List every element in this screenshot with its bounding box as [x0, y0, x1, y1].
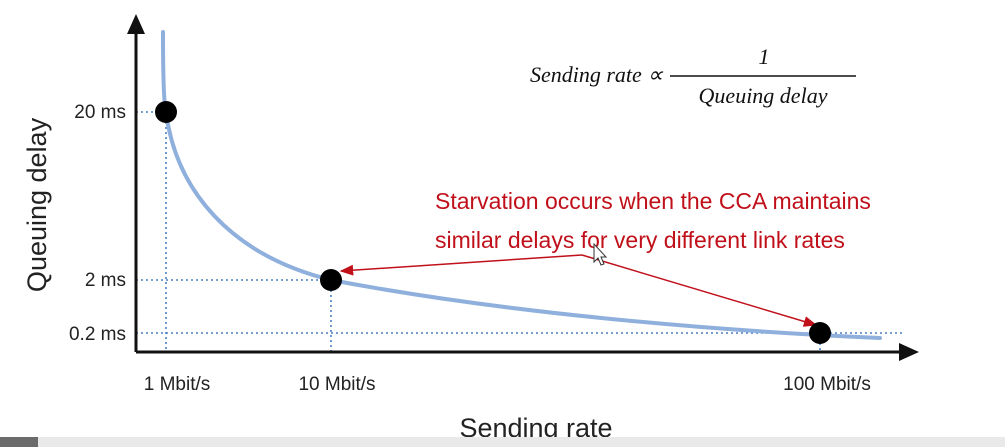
x-axis-title: Sending rate	[459, 413, 612, 437]
annotation-line-1: Starvation occurs when the CCA maintains	[435, 188, 871, 214]
delay-curve	[161, 30, 882, 340]
formula-lhs: Sending rate ∝	[530, 62, 664, 87]
delay-vs-rate-chart: 20 ms 2 ms 0.2 ms 1 Mbit/s 10 Mbit/s 100…	[22, 14, 919, 437]
guide-lines	[136, 111, 905, 352]
y-axis-title: Queuing delay	[22, 117, 52, 292]
highlighted-points	[155, 101, 831, 344]
data-point-2	[809, 322, 831, 344]
y-tick-label-2ms: 2 ms	[85, 270, 126, 291]
annotation-arrow-to-100mbit	[581, 254, 818, 327]
y-tick-label-0.2ms: 0.2 ms	[69, 324, 126, 345]
y-axis-arrowhead	[127, 14, 145, 34]
x-tick-label-1mbit: 1 Mbit/s	[144, 374, 211, 395]
video-progress-bar	[0, 437, 1005, 447]
y-tick-label-20ms: 20 ms	[74, 102, 126, 123]
x-tick-label-10mbit: 10 Mbit/s	[298, 374, 375, 395]
x-tick-label-100mbit: 100 Mbit/s	[783, 374, 871, 395]
progress-marker	[0, 437, 38, 447]
data-point-1	[320, 269, 342, 291]
formula-numerator: 1	[759, 44, 770, 69]
x-axis-arrowhead	[899, 343, 919, 361]
data-point-0	[155, 101, 177, 123]
annotation-line-2: similar delays for very different link r…	[435, 227, 845, 253]
annotation-arrow-to-10mbit	[339, 254, 583, 276]
mouse-cursor-icon	[593, 242, 608, 266]
formula-denominator: Queuing delay	[699, 83, 828, 108]
